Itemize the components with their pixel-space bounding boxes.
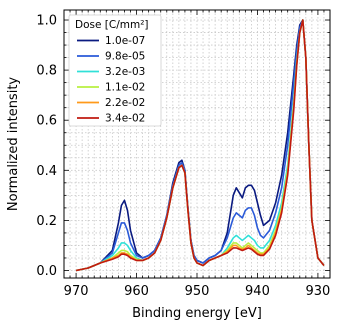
legend-label: 3.4e-02 (105, 113, 145, 125)
x-tick-label: 970 (64, 284, 89, 299)
y-tick-label: 1.0 (36, 14, 57, 29)
y-axis-title: Normalized intensity (6, 77, 21, 212)
legend-title: Dose [C/mm²] (75, 19, 149, 31)
y-tick-label: 0.2 (36, 214, 57, 229)
x-tick-label: 960 (124, 284, 149, 299)
y-tick-label: 0.6 (36, 114, 57, 129)
legend-label: 1.1e-02 (105, 82, 145, 94)
legend-label: 3.2e-03 (105, 66, 145, 78)
legend: Dose [C/mm²] 1.0e-07 9.8e-05 3.2e-03 1.1e-0… (68, 14, 162, 127)
y-tick-label: 0.8 (36, 64, 57, 79)
x-tick-label: 930 (305, 284, 330, 299)
x-tick-label: 950 (185, 284, 210, 299)
grid (63, 10, 331, 278)
legend-box (68, 14, 162, 127)
y-tick-label: 0.0 (36, 264, 57, 279)
series-line-9.8e-05 (75, 19, 325, 272)
legend-label: 9.8e-05 (105, 51, 145, 63)
legend-label: 2.2e-02 (105, 97, 145, 109)
y-tick-label: 0.4 (36, 164, 57, 179)
legend-label: 1.0e-07 (105, 35, 145, 47)
series-line-3.4e-02 (75, 19, 325, 272)
axis-ticks: 970 960 950 940 930 0.0 0.2 0.4 0.6 0.8 1.0 (36, 10, 331, 299)
x-tick-label: 940 (245, 284, 270, 299)
legend-items: 1.0e-07 9.8e-05 3.2e-03 1.1e-02 2.2e-02 3.4e-… (77, 35, 145, 125)
series-lines (75, 19, 325, 272)
x-axis-title: Binding energy [eV] (132, 306, 262, 321)
